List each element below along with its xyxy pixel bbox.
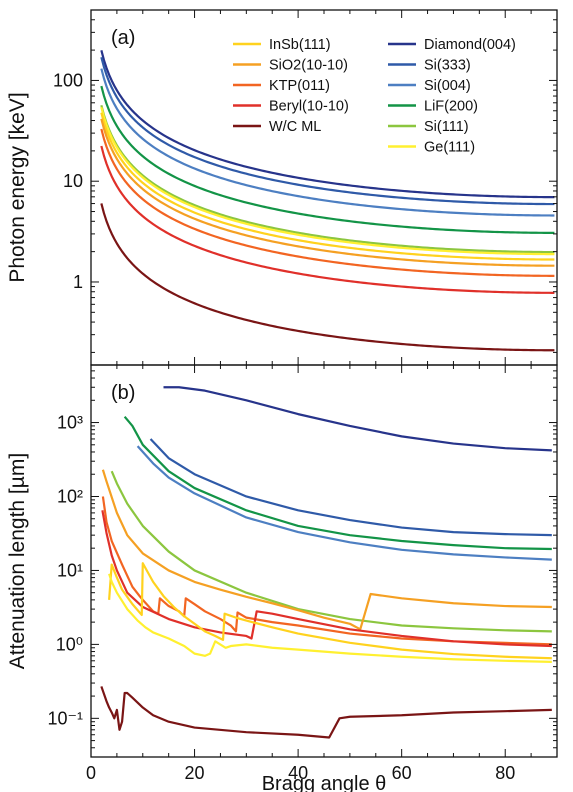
panel-b-line-si-111: [110, 470, 552, 633]
x-tick-label: 20: [185, 763, 205, 783]
legend-label-si-333: Si(333): [424, 58, 471, 74]
panel-a-line-ktp-011: [100, 128, 555, 277]
panel-b-line-si-004: [136, 445, 552, 561]
panel-a-line-w-c-ml: [100, 203, 555, 352]
panel-a-label: (a): [111, 27, 135, 49]
panel-a-y-tick-label: 100: [53, 70, 83, 90]
legend-label-ktp-011: KTP(011): [269, 78, 330, 94]
x-tick-label: 40: [288, 763, 308, 783]
panel-b-y-tick-label: 10⁰: [56, 634, 83, 654]
panel-b-line-lif-200: [123, 415, 552, 551]
legend-label-si-004: Si(004): [424, 78, 471, 94]
x-tick-label: 0: [86, 763, 96, 783]
panel-a-line-lif-200: [100, 85, 555, 234]
panel-a-y-ticks: [91, 9, 557, 353]
legend-label-ge-111: Ge(111): [424, 140, 475, 156]
panel-b-y-tick-label: 10¹: [57, 560, 83, 580]
panel-a-y-axis-title: Photon energy [keV]: [6, 92, 29, 282]
legend: InSb(111) SiO2(10-10) KTP(011) Beryl(10-10)…: [233, 37, 516, 156]
panel-b-line-w-c-ml: [100, 686, 552, 739]
panel-a-line-ge-111: [100, 106, 555, 256]
panel-b-y-tick-label: 10³: [57, 413, 83, 433]
panel-a-y-tick-label: 1: [73, 272, 83, 292]
legend-label-diamond-004: Diamond(004): [424, 37, 516, 53]
panel-b-line-sio2-10-10: [101, 469, 552, 631]
panel-b: 10⁻¹ 10⁰ 10¹ 10² 10³ Attenuation length [µm] (…: [6, 364, 558, 758]
panel-b-line-ktp-011: [101, 496, 552, 646]
panel-b-y-tick-labels: 10⁻¹ 10⁰ 10¹ 10² 10³: [47, 413, 83, 729]
panel-a-line-si-111: [100, 104, 555, 254]
legend-label-lif-200: LiF(200): [424, 99, 478, 115]
panel-b-label: (b): [111, 382, 135, 404]
panel-b-series: [100, 386, 552, 739]
legend-label-beryl-10-10: Beryl(10-10): [269, 99, 349, 115]
panel-b-y-axis-title: Attenuation length [µm]: [6, 453, 29, 669]
panel-a-x-ticks: [90, 10, 558, 365]
panel-b-y-tick-label: 10⁻¹: [47, 708, 83, 728]
panel-a-y-tick-labels: 1 10 100: [53, 70, 83, 292]
panel-a: 1 10 100 Photon energy [keV] (a): [6, 9, 558, 366]
legend-label-sio2-10-10: SiO2(10-10): [269, 58, 348, 74]
panel-a-line-si-333: [100, 56, 555, 206]
panel-b-frame: [90, 364, 558, 758]
panel-a-y-tick-label: 10: [63, 171, 83, 191]
panel-a-line-diamond-004: [100, 50, 555, 199]
panel-a-line-sio2-10-10: [100, 118, 555, 267]
panel-b-line-beryl-10-10: [101, 510, 552, 648]
x-axis: 0 20 40 60 80 Bragg angle θ: [86, 763, 515, 792]
panel-b-x-ticks: [90, 365, 558, 757]
panel-a-line-si-004: [100, 68, 555, 217]
x-axis-title: Bragg angle θ: [262, 773, 387, 792]
panel-b-y-tick-label: 10²: [57, 486, 83, 506]
x-tick-label: 60: [392, 763, 412, 783]
panel-a-line-insb-111: [100, 112, 555, 261]
legend-label-si-111: Si(111): [424, 119, 469, 135]
legend-label-insb-111: InSb(111): [269, 37, 331, 53]
panel-a-series: [100, 50, 555, 352]
panel-b-line-si-333: [149, 438, 552, 537]
panel-b-line-insb-111: [108, 562, 552, 660]
panel-b-y-ticks: [91, 364, 557, 758]
legend-label-w-c-ml: W/C ML: [269, 119, 321, 135]
panel-b-line-diamond-004: [163, 386, 552, 452]
x-tick-label: 80: [495, 763, 515, 783]
panel-a-line-beryl-10-10: [100, 145, 555, 294]
panel-b-line-ge-111: [108, 573, 552, 663]
